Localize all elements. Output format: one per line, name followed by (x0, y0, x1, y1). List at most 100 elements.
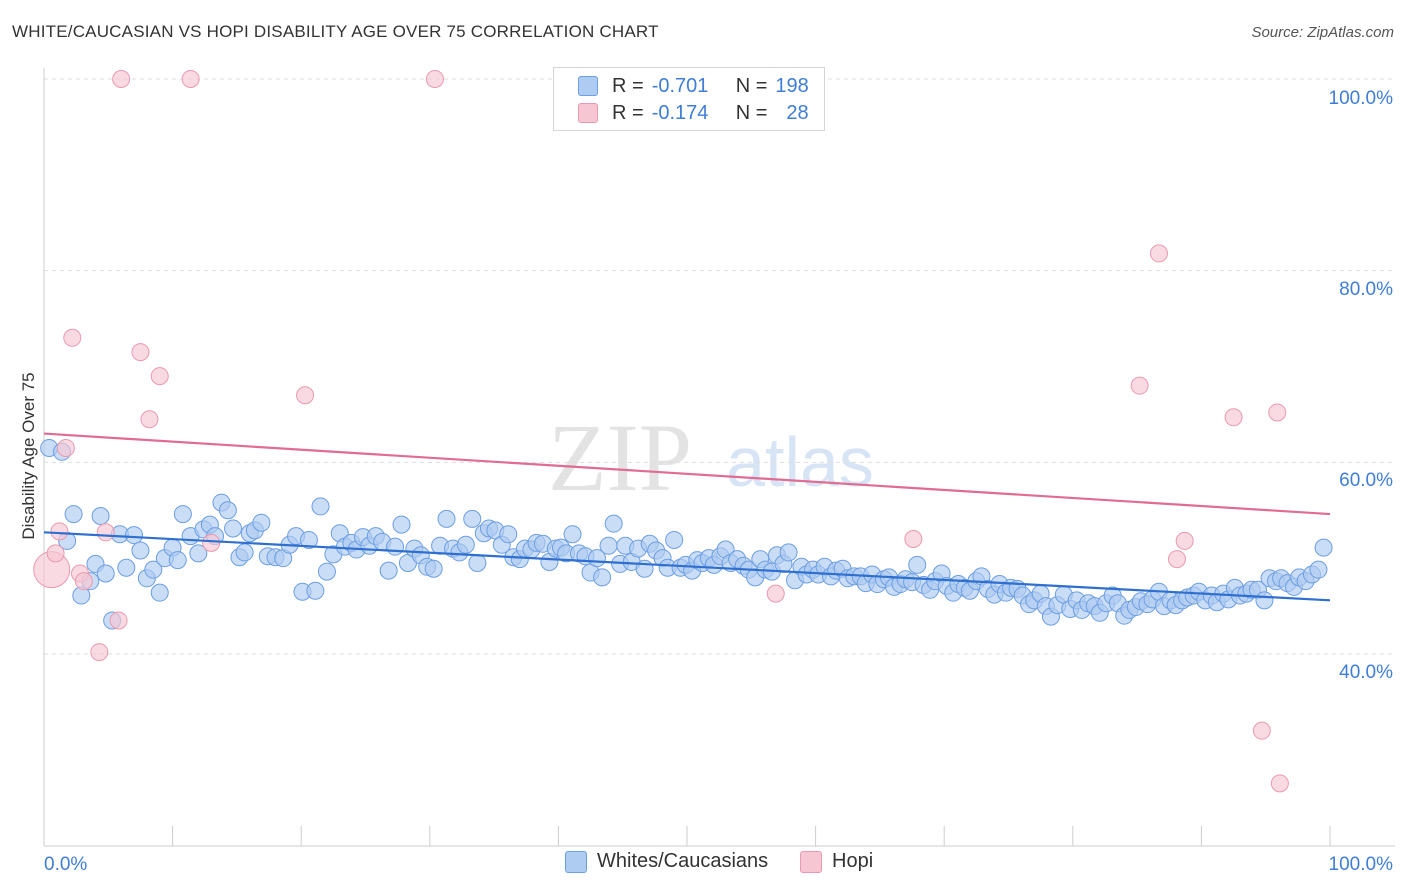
data-point-hopi (109, 611, 128, 630)
data-point-whites (424, 559, 443, 578)
data-point-whites (437, 509, 456, 528)
data-point-whites (189, 544, 208, 563)
legend-n-value: 198 (775, 74, 809, 97)
series-legend: Whites/Caucasians Hopi (0, 850, 1406, 880)
y-tick-label-100: 100.0% (1329, 88, 1394, 109)
data-point-whites (463, 509, 482, 528)
data-point-whites (1314, 538, 1333, 557)
data-point-whites (299, 530, 318, 549)
data-point-whites (379, 561, 398, 580)
data-point-hopi (425, 70, 444, 88)
data-point-hopi (1175, 531, 1194, 550)
series-hopi-points (33, 70, 1289, 793)
data-point-hopi (766, 584, 785, 603)
legend-r-value: -0.701 (651, 74, 709, 97)
legend-item-hopi[interactable]: Hopi (800, 850, 873, 873)
data-point-whites (311, 497, 330, 516)
data-point-hopi (74, 572, 93, 591)
data-point-whites (317, 562, 336, 581)
data-point-hopi (1149, 244, 1168, 263)
series-whites-points (40, 438, 1333, 630)
legend-label-whites: Whites/Caucasians (597, 850, 769, 872)
data-point-hopi (1252, 721, 1271, 740)
data-point-whites (456, 535, 475, 554)
correlation-legend: R = -0.701 N = 198 R = -0.174 N = 28 (553, 67, 825, 131)
data-point-whites (306, 581, 325, 600)
legend-swatch-pink (800, 850, 822, 873)
data-point-hopi (1268, 403, 1287, 422)
data-point-whites (173, 505, 192, 524)
data-point-hopi (56, 438, 75, 457)
data-point-hopi (112, 70, 131, 88)
data-point-whites (235, 543, 254, 562)
data-point-hopi (150, 367, 169, 386)
legend-swatch-pink (578, 103, 598, 123)
data-point-whites (96, 564, 115, 583)
chart-title: WHITE/CAUCASIAN VS HOPI DISABILITY AGE O… (12, 22, 659, 41)
data-point-whites (91, 507, 110, 525)
data-point-hopi (202, 533, 221, 552)
legend-swatch-blue (565, 850, 587, 873)
axes (43, 68, 1395, 847)
data-point-hopi (181, 70, 200, 88)
legend-label-hopi: Hopi (832, 850, 874, 872)
data-point-whites (779, 543, 798, 562)
data-point-hopi (46, 544, 65, 563)
data-point-hopi (296, 386, 315, 405)
watermark-zip: ZIP (548, 404, 692, 511)
x-tick-labels: 0.0% 100.0% (44, 854, 1393, 875)
data-point-whites (64, 505, 83, 524)
data-point-whites (1255, 591, 1274, 610)
data-point-hopi (96, 523, 115, 542)
data-point-hopi (140, 410, 159, 429)
legend-r-label: R = (612, 101, 644, 124)
data-point-whites (252, 513, 271, 532)
trend-line-hopi (43, 432, 1331, 516)
data-point-hopi (50, 522, 69, 541)
data-point-whites (499, 525, 518, 544)
source-credit: Source: ZipAtlas.com (1251, 24, 1394, 41)
legend-item-whites[interactable]: Whites/Caucasians (565, 850, 768, 873)
legend-row-hopi: R = -0.174 N = 28 (578, 100, 809, 126)
y-tick-label-40: 40.0% (1339, 662, 1393, 683)
y-axis-label: Disability Age Over 75 (19, 372, 38, 539)
data-point-hopi (1130, 376, 1149, 395)
legend-row-whites: R = -0.701 N = 198 (578, 73, 809, 99)
data-point-whites (224, 519, 243, 538)
watermark: ZIP atlas (548, 404, 874, 511)
legend-r-label: R = (612, 74, 644, 97)
legend-n-label: N = (735, 74, 768, 97)
data-point-whites (117, 558, 136, 577)
data-point-whites (131, 541, 150, 560)
data-point-whites (144, 560, 163, 579)
data-point-whites (125, 526, 144, 545)
data-point-whites (218, 501, 237, 520)
data-point-whites (593, 568, 612, 587)
data-point-hopi (1167, 550, 1186, 569)
data-point-whites (563, 525, 582, 544)
data-point-whites (908, 555, 927, 574)
trend-lines (43, 432, 1331, 602)
data-point-whites (468, 553, 487, 572)
data-point-whites (604, 514, 623, 533)
data-point-whites (392, 515, 411, 534)
data-point-whites (599, 536, 618, 555)
legend-swatch-blue (578, 76, 598, 96)
data-point-whites (1309, 560, 1328, 579)
data-point-whites (665, 530, 684, 549)
trend-line-whites (43, 531, 1331, 602)
data-point-whites (168, 551, 187, 570)
data-point-hopi (131, 343, 150, 362)
data-point-whites (150, 583, 169, 602)
data-point-hopi (63, 328, 82, 347)
y-tick-label-80: 80.0% (1339, 279, 1393, 300)
legend-n-value: 28 (786, 101, 809, 124)
y-tick-labels: 40.0% 60.0% 80.0% 100.0% (1329, 88, 1394, 683)
legend-r-value: -0.174 (651, 101, 709, 124)
data-point-hopi (90, 643, 109, 662)
data-point-hopi (904, 530, 923, 548)
y-tick-label-60: 60.0% (1339, 470, 1393, 491)
data-point-whites (386, 537, 405, 556)
legend-n-label: N = (735, 101, 768, 124)
